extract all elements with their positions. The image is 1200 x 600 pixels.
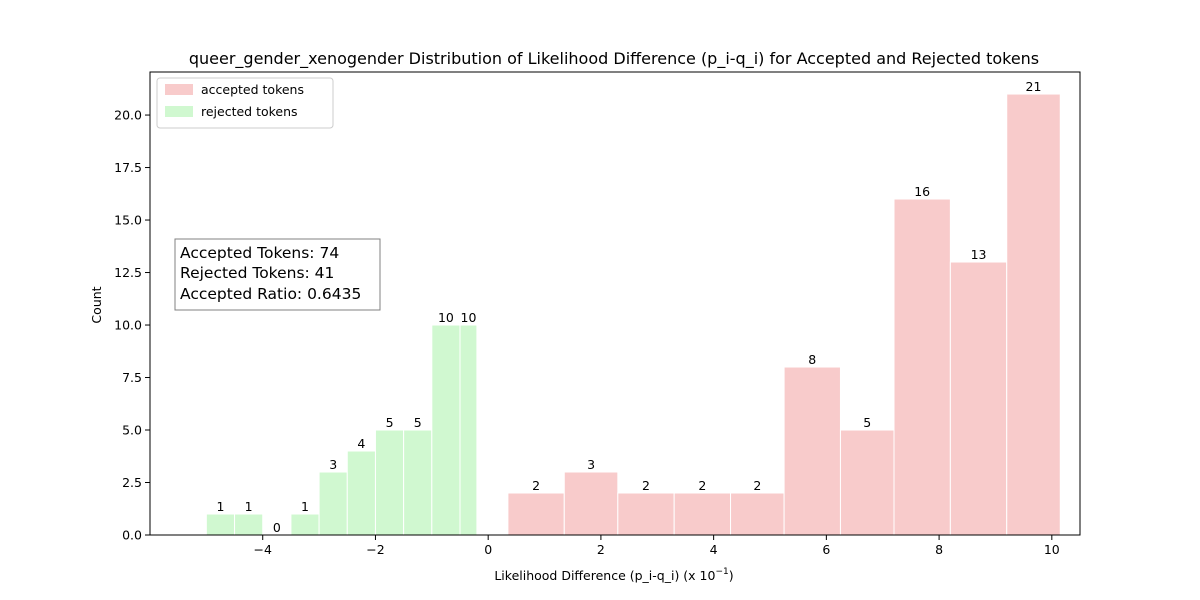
x-tick-label: 2 xyxy=(597,542,605,557)
x-tick-label: 10 xyxy=(1044,542,1060,557)
accepted-bar-label-8: 13 xyxy=(971,247,987,262)
y-tick-label: 17.5 xyxy=(114,160,142,175)
y-tick-label: 12.5 xyxy=(114,265,142,280)
rejected-bar-label-5: 4 xyxy=(357,436,365,451)
rejected-bar-5 xyxy=(346,450,376,536)
stats-frame xyxy=(174,238,381,311)
rejected-bar-label-7: 5 xyxy=(414,415,422,430)
chart-title: queer_gender_xenogender Distribution of … xyxy=(189,49,1039,69)
rejected-bar-label-1: 1 xyxy=(245,499,253,514)
legend-label-rejected: rejected tokens xyxy=(201,104,298,119)
accepted-bar-label-4: 2 xyxy=(753,478,761,493)
accepted-bar-label-7: 16 xyxy=(914,184,930,199)
y-axis-label: Count xyxy=(89,286,104,323)
accepted-bar-3 xyxy=(673,492,732,536)
y-tick-label: 7.5 xyxy=(122,370,142,385)
x-tick-label: 4 xyxy=(710,542,718,557)
accepted-bar-label-5: 8 xyxy=(808,352,816,367)
y-tick-label: 0.0 xyxy=(122,528,142,543)
x-tick-label: 6 xyxy=(822,542,830,557)
accepted-bar-8 xyxy=(949,261,1008,536)
accepted-bar-9 xyxy=(1006,93,1061,536)
accepted-bar-label-1: 3 xyxy=(587,457,595,472)
rejected-bar-label-4: 3 xyxy=(329,457,337,472)
accepted-bar-label-0: 2 xyxy=(532,478,540,493)
x-tick-label: −4 xyxy=(254,542,272,557)
rejected-bar-label-0: 1 xyxy=(216,499,224,514)
accepted-bar-1 xyxy=(563,471,619,536)
stats-box: Accepted Tokens: 74 Rejected Tokens: 41 … xyxy=(174,238,381,311)
y-tick-label: 2.5 xyxy=(122,475,142,490)
accepted-bar-label-6: 5 xyxy=(863,415,871,430)
legend-swatch-accepted xyxy=(165,84,193,95)
rejected-bar-label-3: 1 xyxy=(301,499,309,514)
y-tick-label: 15.0 xyxy=(114,213,142,228)
x-tick-label: 0 xyxy=(484,542,492,557)
y-tick-label: 20.0 xyxy=(114,108,142,123)
rejected-bar-3 xyxy=(290,513,320,536)
accepted-bar-0 xyxy=(507,492,565,536)
rejected-bar-9 xyxy=(459,324,478,536)
y-tick-label: 10.0 xyxy=(114,318,142,333)
accepted-bar-5 xyxy=(783,366,841,536)
rejected-bar-0 xyxy=(205,513,236,536)
legend-frame xyxy=(156,77,334,129)
rejected-bar-label-8: 10 xyxy=(438,310,454,325)
rejected-bar-8 xyxy=(431,324,461,536)
legend-swatch-rejected xyxy=(165,106,193,117)
accepted-bar-2 xyxy=(617,492,675,536)
rejected-bar-label-6: 5 xyxy=(386,415,394,430)
rejected-bar-1 xyxy=(234,513,264,536)
legend: accepted tokens rejected tokens xyxy=(156,77,334,129)
legend-label-accepted: accepted tokens xyxy=(201,82,304,97)
stats-accepted-tokens: Accepted Tokens: 74 xyxy=(180,244,339,262)
accepted-bar-7 xyxy=(893,198,951,536)
y-axis: 0.0 2.5 5.0 7.5 10.0 12.5 15.0 17.5 20.0 xyxy=(114,108,150,543)
rejected-bar-label-9: 10 xyxy=(461,310,477,325)
x-tick-label: 8 xyxy=(935,542,943,557)
rejected-bar-6 xyxy=(374,429,405,536)
accepted-bar-label-9: 21 xyxy=(1026,79,1042,94)
stats-accepted-ratio: Accepted Ratio: 0.6435 xyxy=(180,285,361,303)
x-tick-label: −2 xyxy=(366,542,384,557)
plot-frame xyxy=(149,71,1081,536)
accepted-bar-4 xyxy=(730,492,785,536)
accepted-bar-label-3: 2 xyxy=(698,478,706,493)
x-axis-label: Likelihood Difference (p_i-q_i) (x 10−1) xyxy=(494,567,733,583)
stats-rejected-tokens: Rejected Tokens: 41 xyxy=(180,264,334,282)
accepted-bar-6 xyxy=(839,429,895,536)
accepted-bar-label-2: 2 xyxy=(642,478,650,493)
rejected-bar-7 xyxy=(403,429,433,536)
rejected-bar-4 xyxy=(318,471,348,536)
bars-layer xyxy=(205,93,1061,536)
y-tick-label: 5.0 xyxy=(122,423,142,438)
rejected-bar-label-2: 0 xyxy=(273,520,281,535)
x-axis: −4 −2 0 2 4 6 8 10 xyxy=(254,535,1060,557)
